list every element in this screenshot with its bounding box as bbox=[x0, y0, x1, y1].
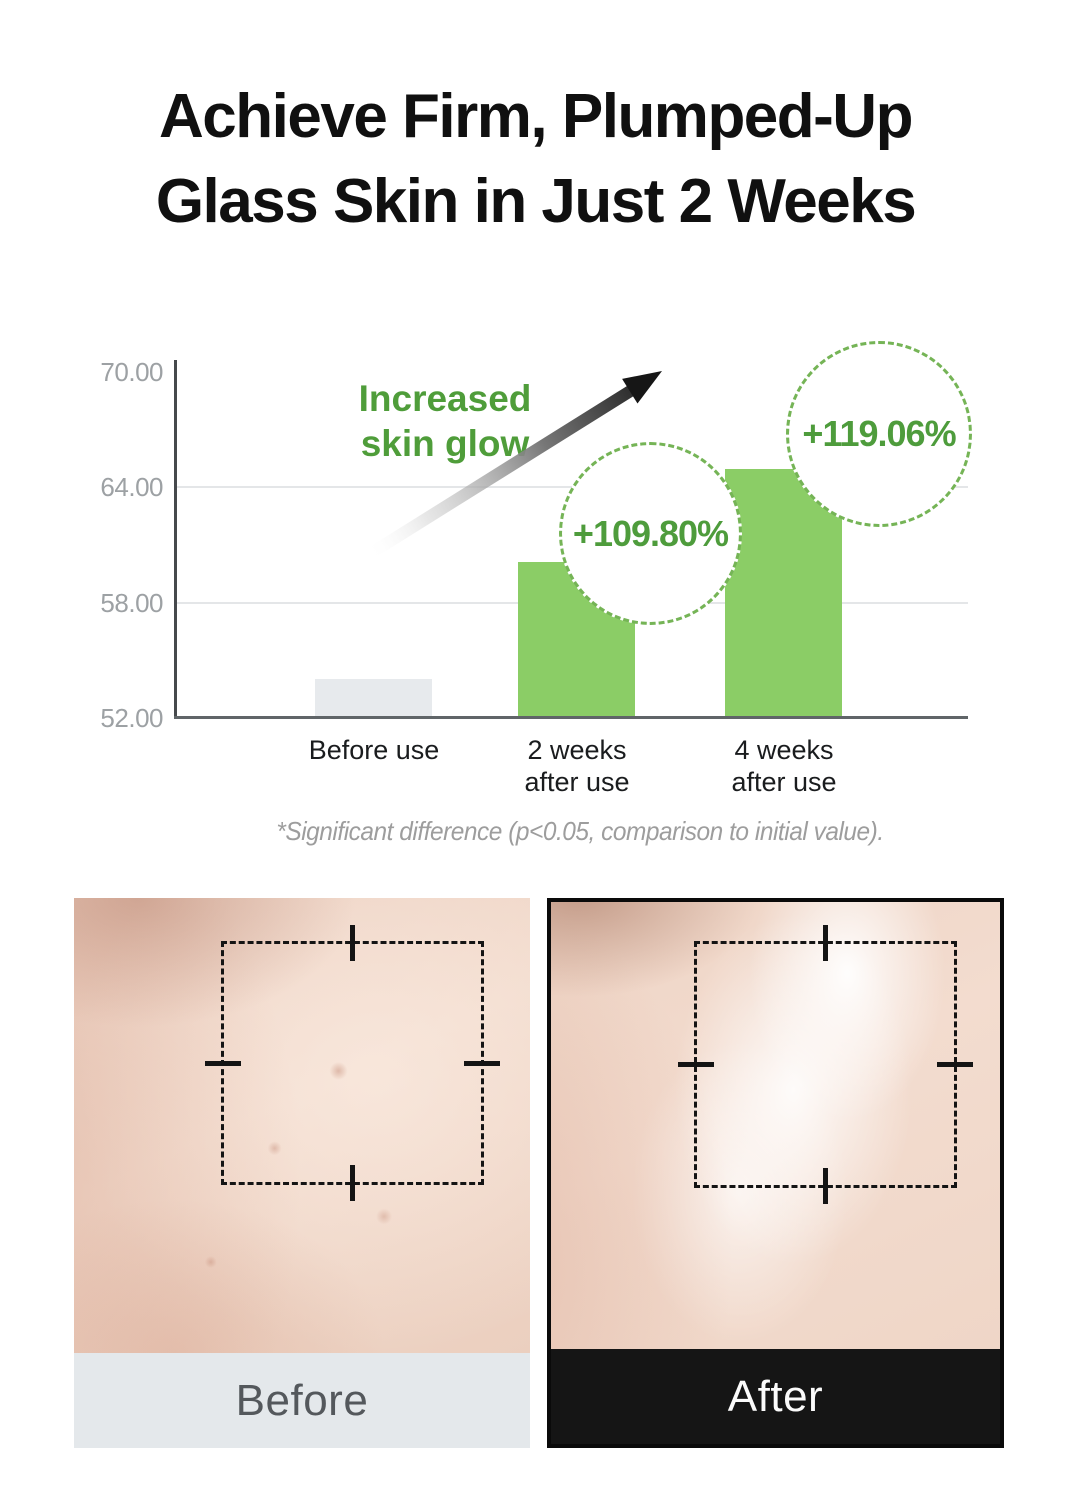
x-label-before-use: Before use bbox=[308, 735, 440, 765]
badge-value-4-weeks: +119.06% bbox=[802, 413, 956, 454]
significance-footnote: *Significant difference (p<0.05, compari… bbox=[276, 816, 884, 846]
tick-mark-top bbox=[823, 925, 828, 961]
measurement-frame-after bbox=[678, 925, 973, 1204]
badge-circle-4-weeks: +119.06% bbox=[786, 341, 972, 527]
tick-mark-bottom bbox=[350, 1165, 355, 1201]
y-axis-tick-52: 52.00 bbox=[100, 703, 163, 733]
x-label-4-weeks: 4 weeks after use bbox=[731, 735, 837, 797]
tick-mark-top bbox=[350, 925, 355, 961]
badge-circle-2-weeks: +109.80% bbox=[559, 442, 742, 625]
x-label-2-weeks: 2 weeks after use bbox=[524, 735, 630, 797]
badge-value-2-weeks: +109.80% bbox=[572, 512, 729, 554]
page-title-line1: Achieve Firm, Plumped-Up bbox=[159, 82, 913, 151]
bar-before-use bbox=[315, 679, 432, 716]
bar-4-weeks bbox=[725, 469, 842, 716]
tick-mark-bottom bbox=[823, 1168, 828, 1204]
x-axis-line bbox=[174, 716, 968, 719]
y-axis-tick-58: 58.00 bbox=[100, 588, 163, 618]
annotation-line1: Increased bbox=[358, 378, 532, 419]
page-title: Achieve Firm, Plumped-Up Glass Skin in J… bbox=[0, 74, 1071, 244]
before-caption: Before bbox=[74, 1353, 530, 1448]
after-photo bbox=[551, 902, 1000, 1349]
before-panel: Before bbox=[74, 898, 530, 1448]
tick-mark-left bbox=[205, 1060, 241, 1066]
tick-mark-left bbox=[678, 1062, 714, 1067]
after-panel: After bbox=[547, 898, 1004, 1448]
measurement-frame-before bbox=[205, 925, 500, 1201]
after-caption: After bbox=[551, 1349, 1000, 1444]
tick-mark-right bbox=[464, 1060, 500, 1066]
y-axis-tick-64: 64.00 bbox=[100, 472, 163, 502]
y-axis-line bbox=[174, 360, 177, 718]
annotation-line2: skin glow bbox=[360, 423, 530, 464]
y-axis-tick-70: 70.00 bbox=[100, 357, 163, 387]
tick-mark-right bbox=[937, 1062, 973, 1067]
before-photo bbox=[74, 898, 530, 1353]
annotation-increased-skin-glow: Increased skin glow bbox=[330, 376, 560, 466]
trend-arrow-icon bbox=[364, 371, 662, 561]
page-title-line2: Glass Skin in Just 2 Weeks bbox=[155, 167, 917, 236]
